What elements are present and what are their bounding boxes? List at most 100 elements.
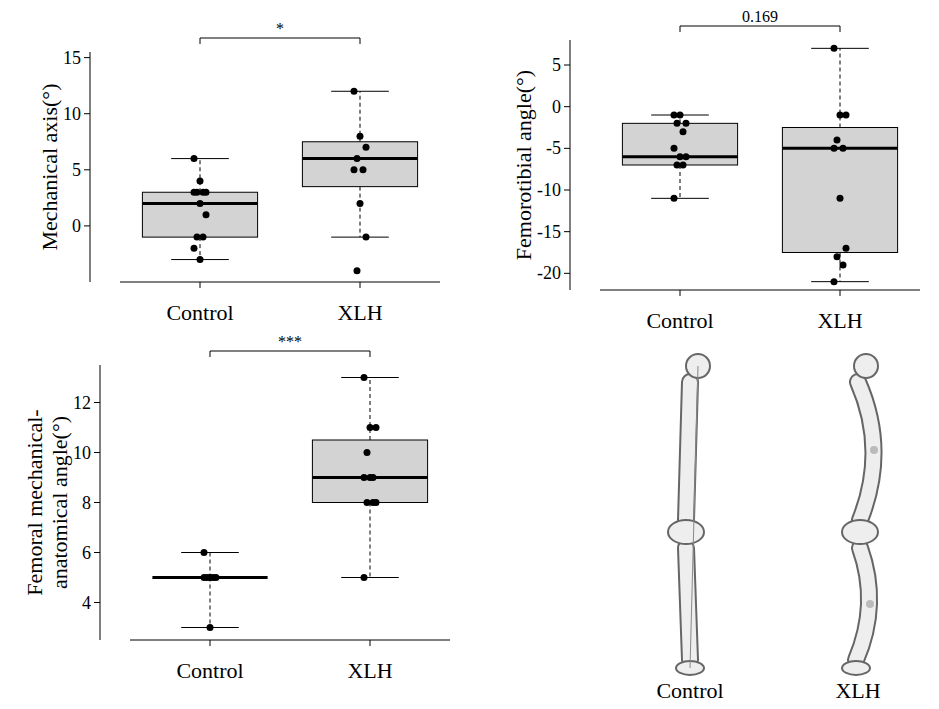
marks xyxy=(142,88,417,275)
point xyxy=(674,120,681,127)
box xyxy=(312,440,427,503)
y-tick xyxy=(84,225,90,226)
point xyxy=(357,200,364,207)
point xyxy=(361,374,368,381)
point xyxy=(200,189,207,196)
y-tick-label: 4 xyxy=(82,593,91,613)
illustration-label: Control xyxy=(656,678,723,703)
joint xyxy=(842,661,870,675)
point xyxy=(671,145,678,152)
point xyxy=(840,262,847,269)
whisker-cap-min xyxy=(341,577,399,578)
point xyxy=(191,155,198,162)
whisker-cap-min xyxy=(811,281,869,282)
point xyxy=(354,155,361,162)
joint xyxy=(854,354,878,378)
point xyxy=(191,189,198,196)
x-tick-label: XLH xyxy=(337,300,382,325)
illustration: Control XLH xyxy=(656,354,880,703)
y-tick-label: 5 xyxy=(552,55,561,75)
y-tick xyxy=(84,113,90,114)
y-tick-label: 0 xyxy=(552,97,561,117)
bone-outline xyxy=(686,548,690,660)
y-tick xyxy=(94,502,100,503)
box xyxy=(142,192,257,237)
whisker-cap-min xyxy=(651,198,709,199)
joint xyxy=(842,520,878,544)
y-axis-title: Femorotibial angle(°) xyxy=(511,70,536,260)
point xyxy=(671,112,678,119)
point xyxy=(680,162,687,169)
point xyxy=(357,133,364,140)
y-tick-label: 5 xyxy=(72,160,81,180)
y-tick-label: 8 xyxy=(82,493,91,513)
point xyxy=(843,112,850,119)
marks xyxy=(152,374,427,631)
whisker-cap-max xyxy=(341,377,399,378)
y-tick xyxy=(564,190,570,191)
y-tick-label: 10 xyxy=(63,104,81,124)
panel: 4681012Femoral mechanical-anatomical ang… xyxy=(22,333,451,683)
x-tick-label: Control xyxy=(176,658,243,683)
y-tick-label: 0 xyxy=(72,216,81,236)
bracket xyxy=(200,38,360,44)
point xyxy=(674,162,681,169)
y-tick xyxy=(564,231,570,232)
point xyxy=(191,245,198,252)
figure: 051015Mechanical axis(°)ControlXLH*50-5-… xyxy=(0,0,939,709)
annotation: 0.169 xyxy=(742,8,778,25)
point xyxy=(683,153,690,160)
mechanical-axis-line xyxy=(690,366,698,668)
annotation: * xyxy=(276,20,284,37)
point xyxy=(831,45,838,52)
point xyxy=(831,145,838,152)
x-tick xyxy=(680,290,681,296)
x-tick xyxy=(370,640,371,646)
point xyxy=(203,211,210,218)
point xyxy=(364,499,371,506)
box xyxy=(782,128,897,253)
whisker-lower xyxy=(370,503,371,578)
point xyxy=(210,574,217,581)
x-tick-label: XLH xyxy=(817,308,862,333)
point xyxy=(364,449,371,456)
x-tick xyxy=(360,282,361,288)
marks xyxy=(622,45,897,285)
y-tick-label: 15 xyxy=(63,48,81,68)
y-axis-title-line: Femoral mechanical- xyxy=(22,409,47,595)
point xyxy=(367,424,374,431)
y-axis-title: Femoral mechanical-anatomical angle(°) xyxy=(22,409,72,595)
x-tick-label: XLH xyxy=(347,658,392,683)
point xyxy=(834,137,841,144)
box xyxy=(302,142,417,187)
y-tick xyxy=(564,65,570,66)
y-tick xyxy=(564,273,570,274)
point xyxy=(677,153,684,160)
y-axis-title: Mechanical axis(°) xyxy=(37,84,62,251)
point xyxy=(361,574,368,581)
point xyxy=(837,195,844,202)
panel: 051015Mechanical axis(°)ControlXLH* xyxy=(37,20,441,325)
y-axis-title-line: anatomical angle(°) xyxy=(47,416,72,589)
y-tick xyxy=(94,452,100,453)
whisker-lower xyxy=(210,578,211,628)
x-axis xyxy=(120,282,440,283)
x-tick-label: Control xyxy=(646,308,713,333)
point xyxy=(840,145,847,152)
point xyxy=(363,234,370,241)
x-tick xyxy=(200,282,201,288)
bracket xyxy=(680,26,840,32)
point xyxy=(361,474,368,481)
point xyxy=(197,178,204,185)
point xyxy=(677,112,684,119)
y-tick xyxy=(564,148,570,149)
illustration-label: XLH xyxy=(835,678,880,703)
y-tick xyxy=(84,169,90,170)
y-tick-label: 10 xyxy=(73,443,91,463)
whisker-lower xyxy=(680,165,681,198)
point xyxy=(200,234,207,241)
point xyxy=(197,200,204,207)
whisker-cap-min xyxy=(331,237,389,238)
point xyxy=(837,112,844,119)
bone-fill xyxy=(686,548,690,660)
